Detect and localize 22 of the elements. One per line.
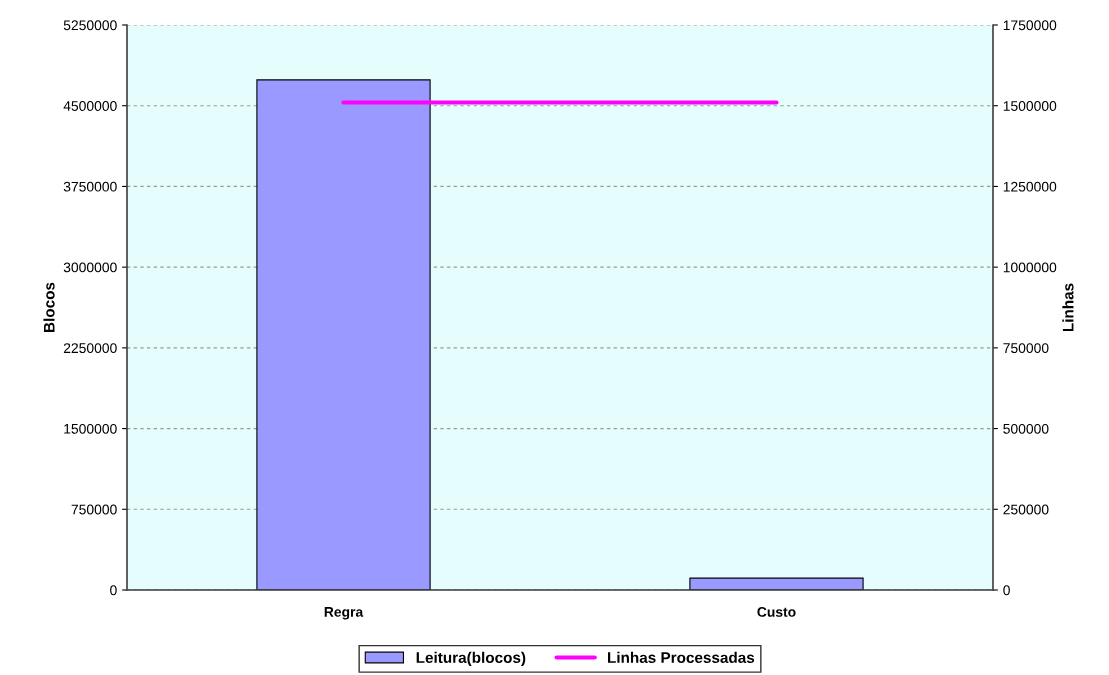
y-tick-label: 2250000: [63, 343, 117, 354]
y-tick-label: 5250000: [63, 20, 117, 31]
y2-tick-label: 1500000: [1003, 101, 1057, 111]
legend-label: Leitura(blocos): [416, 651, 526, 667]
legend-label: Linhas Processadas: [608, 651, 755, 663]
y2-tick-label: 1750000: [1003, 20, 1057, 31]
y2-tick-label: 750000: [1003, 343, 1049, 354]
y2-tick-label: 1000000: [1003, 262, 1057, 273]
y-tick-label: 4500000: [63, 101, 117, 111]
y-tick-label: 3750000: [63, 181, 117, 192]
y-axis-title: Blocos: [43, 282, 55, 332]
y-tick-label: 1500000: [64, 423, 117, 434]
y-tick-label: 0: [110, 585, 117, 596]
x-tick-label: Regra: [324, 607, 364, 620]
y-tick-label: 750000: [71, 504, 117, 515]
x-tick-label: Custo: [757, 607, 796, 617]
y2-tick-label: 250000: [1003, 504, 1049, 515]
y2-tick-label: 500000: [1003, 423, 1049, 434]
y2-tick-label: 1250000: [1003, 181, 1057, 192]
y-tick-label: 3000000: [63, 262, 117, 273]
y2-tick-label: 0: [1003, 585, 1010, 596]
y2-axis-title: Linhas: [1062, 283, 1074, 332]
